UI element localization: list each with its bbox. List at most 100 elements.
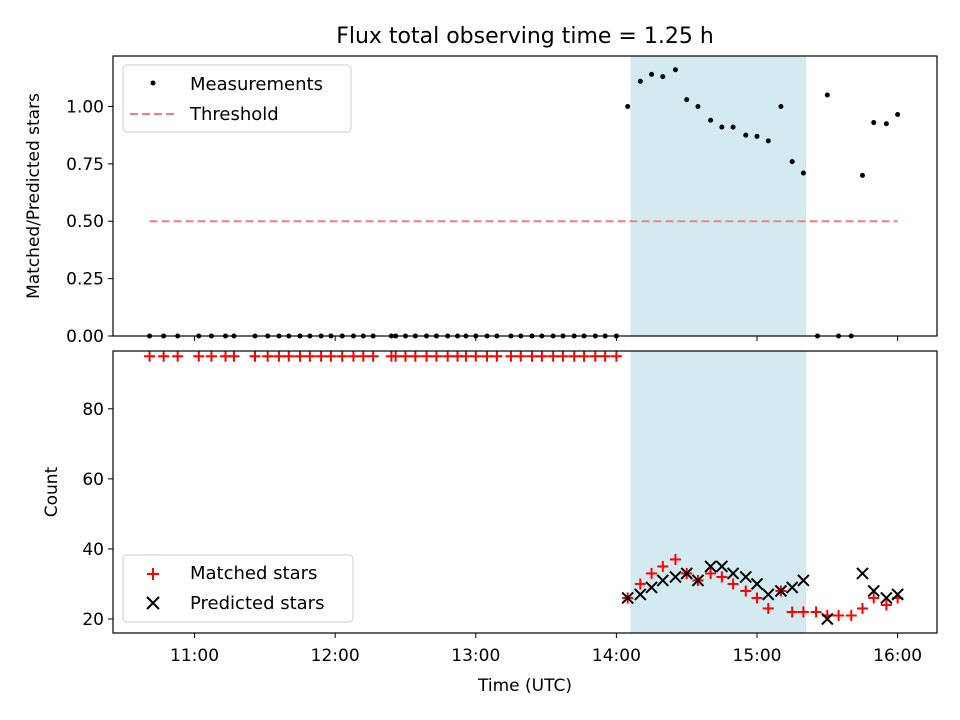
matched-stars-point: [589, 350, 601, 362]
measurement-point: [824, 92, 830, 98]
measurement-point: [789, 159, 795, 165]
predicted-stars-point: [891, 588, 904, 601]
x-tick-label: 14:00: [592, 646, 641, 666]
top-axes-frame: [112, 55, 938, 337]
matched-stars-point: [481, 350, 493, 362]
legend-dot-marker: [150, 80, 156, 86]
predicted-stars-point: [680, 567, 693, 580]
measurement-point: [765, 138, 771, 144]
predicted-stars-point: [774, 584, 788, 598]
matched-stars-point: [460, 350, 472, 362]
top-panel: 0.00 0.25 0.50 0.75 1.00 Matched/Predicted s…: [24, 55, 938, 347]
legend-threshold-label: Threshold: [189, 104, 279, 125]
matched-stars-point: [557, 350, 569, 362]
chart-title: Flux total observing time = 1.25 h: [336, 24, 714, 49]
matched-stars-point: [751, 592, 763, 604]
matched-stars-point: [797, 606, 809, 618]
matched-stars-point: [294, 350, 306, 362]
matched-stars-point: [357, 350, 369, 362]
y-tick-label: 0.50: [66, 212, 104, 232]
matched-stars-point: [845, 609, 857, 621]
bottom-y-axis-ticks: 20 40 60 80: [82, 400, 113, 630]
matched-stars-point: [367, 350, 379, 362]
predicted-stars-point: [762, 588, 775, 601]
bottom-series: [144, 350, 904, 626]
measurement-point: [871, 120, 877, 126]
x-tick-label: 13:00: [451, 646, 500, 666]
matched-stars-point: [810, 606, 822, 618]
measurement-point: [800, 170, 806, 176]
matched-stars-point: [727, 578, 739, 590]
predicted-stars-point: [785, 581, 799, 594]
matched-stars-point: [526, 350, 538, 362]
predicted-stars-point: [867, 584, 880, 598]
matched-stars-point: [740, 585, 752, 597]
y-tick-label: 0.00: [66, 327, 104, 347]
matched-stars-point: [536, 350, 548, 362]
predicted-stars-point: [739, 570, 752, 584]
measurement-point: [684, 97, 690, 103]
top-legend-box: [122, 64, 352, 133]
matched-stars-point: [491, 350, 503, 362]
matched-stars-point: [505, 350, 517, 362]
matched-stars-point: [657, 560, 669, 572]
matched-stars-point: [273, 350, 285, 362]
legend-plus-marker: [147, 568, 159, 580]
matched-stars-point: [762, 602, 774, 614]
measurement-point: [719, 124, 725, 130]
matched-stars-point: [786, 606, 798, 618]
measurement-point: [883, 121, 889, 127]
matched-stars-point: [716, 571, 728, 583]
measurement-point: [637, 78, 643, 84]
predicted-stars-point: [645, 581, 658, 594]
predicted-stars-point: [750, 577, 764, 591]
measurement-point: [649, 71, 655, 77]
matched-stars-point: [390, 350, 402, 362]
matched-stars-point: [205, 350, 217, 362]
x-tick-label: 16:00: [873, 646, 922, 666]
y-tick-label: 40: [82, 540, 104, 560]
x-axis-label: Time (UTC): [477, 676, 572, 696]
matched-stars-point: [568, 350, 580, 362]
measurement-point: [708, 117, 714, 123]
matched-stars-point: [705, 567, 717, 579]
matched-stars-point: [578, 350, 590, 362]
matched-stars-point: [669, 553, 681, 565]
measurement-point: [695, 103, 701, 109]
y-tick-label: 60: [82, 470, 104, 490]
bottom-legend: Matched stars Predicted stars: [122, 554, 354, 623]
legend-matched-stars-label: Matched stars: [190, 563, 317, 584]
matched-stars-point: [172, 350, 184, 362]
y-tick-label: 1.00: [66, 97, 104, 117]
bottom-legend-box: [122, 554, 354, 623]
predicted-stars-point: [726, 567, 740, 580]
matched-stars-point: [442, 350, 454, 362]
measurement-point: [778, 103, 784, 109]
measurement-point: [754, 133, 760, 139]
matched-stars-point: [409, 350, 421, 362]
x-tick-label: 11:00: [170, 646, 219, 666]
measurement-point: [660, 74, 666, 80]
y-tick-label: 0.25: [66, 270, 104, 290]
predicted-stars-point: [656, 574, 670, 587]
matched-stars-point: [421, 350, 433, 362]
predicted-stars-point: [880, 591, 893, 605]
predicted-stars-point: [856, 567, 869, 580]
predicted-stars-point: [669, 570, 682, 584]
top-y-axis-ticks: 0.00 0.25 0.50 0.75 1.00: [66, 97, 113, 347]
matched-stars-point: [430, 350, 442, 362]
observing-interval-shade-top: [630, 56, 807, 336]
matched-stars-point: [304, 350, 316, 362]
matched-stars-point: [249, 350, 261, 362]
matched-stars-point: [634, 578, 646, 590]
matched-stars-point: [599, 350, 611, 362]
legend-measurements-label: Measurements: [190, 74, 323, 95]
matched-stars-point: [144, 350, 156, 362]
matched-stars-point: [158, 350, 170, 362]
top-legend: Measurements Threshold: [122, 64, 352, 133]
matched-stars-point: [347, 350, 359, 362]
bottom-y-axis-label: Count: [42, 466, 62, 517]
measurement-point: [730, 124, 736, 130]
